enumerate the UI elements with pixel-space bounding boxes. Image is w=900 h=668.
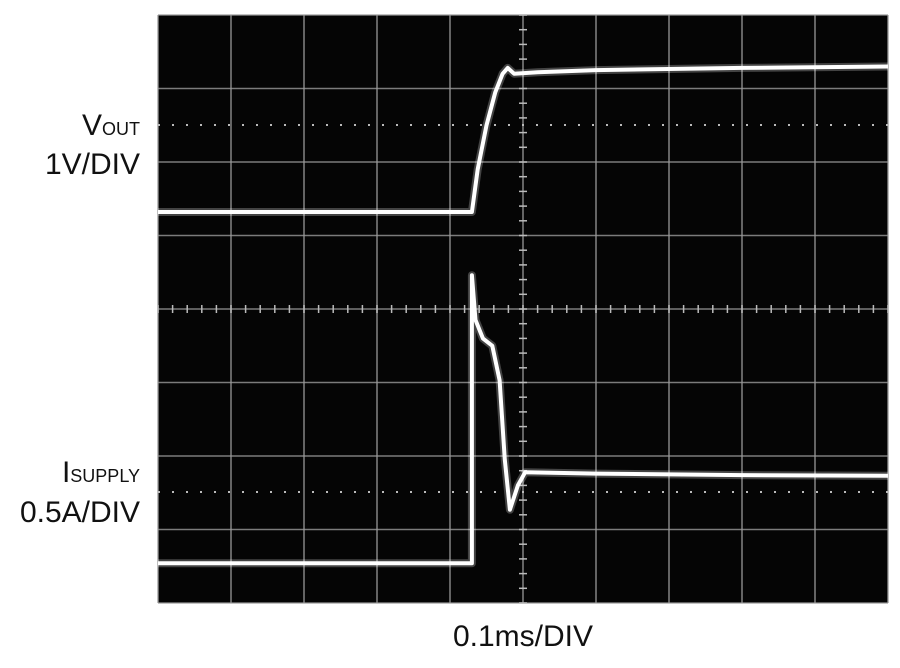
- center-ticks: [157, 14, 889, 604]
- x-axis-label: 0.1ms/DIV: [453, 620, 593, 653]
- symbol: V: [82, 109, 102, 142]
- symbol: I: [62, 456, 70, 489]
- trace: [158, 273, 889, 566]
- traces: [158, 62, 889, 568]
- subscript: OUT: [102, 119, 140, 139]
- trace: [158, 64, 889, 214]
- vout-scale: 1V/DIV: [45, 148, 140, 181]
- isupply-label: ISUPPLY: [62, 456, 140, 489]
- isupply-scale: 0.5A/DIV: [20, 496, 140, 529]
- subscript: SUPPLY: [70, 466, 140, 486]
- vout-label: VOUT: [82, 109, 140, 142]
